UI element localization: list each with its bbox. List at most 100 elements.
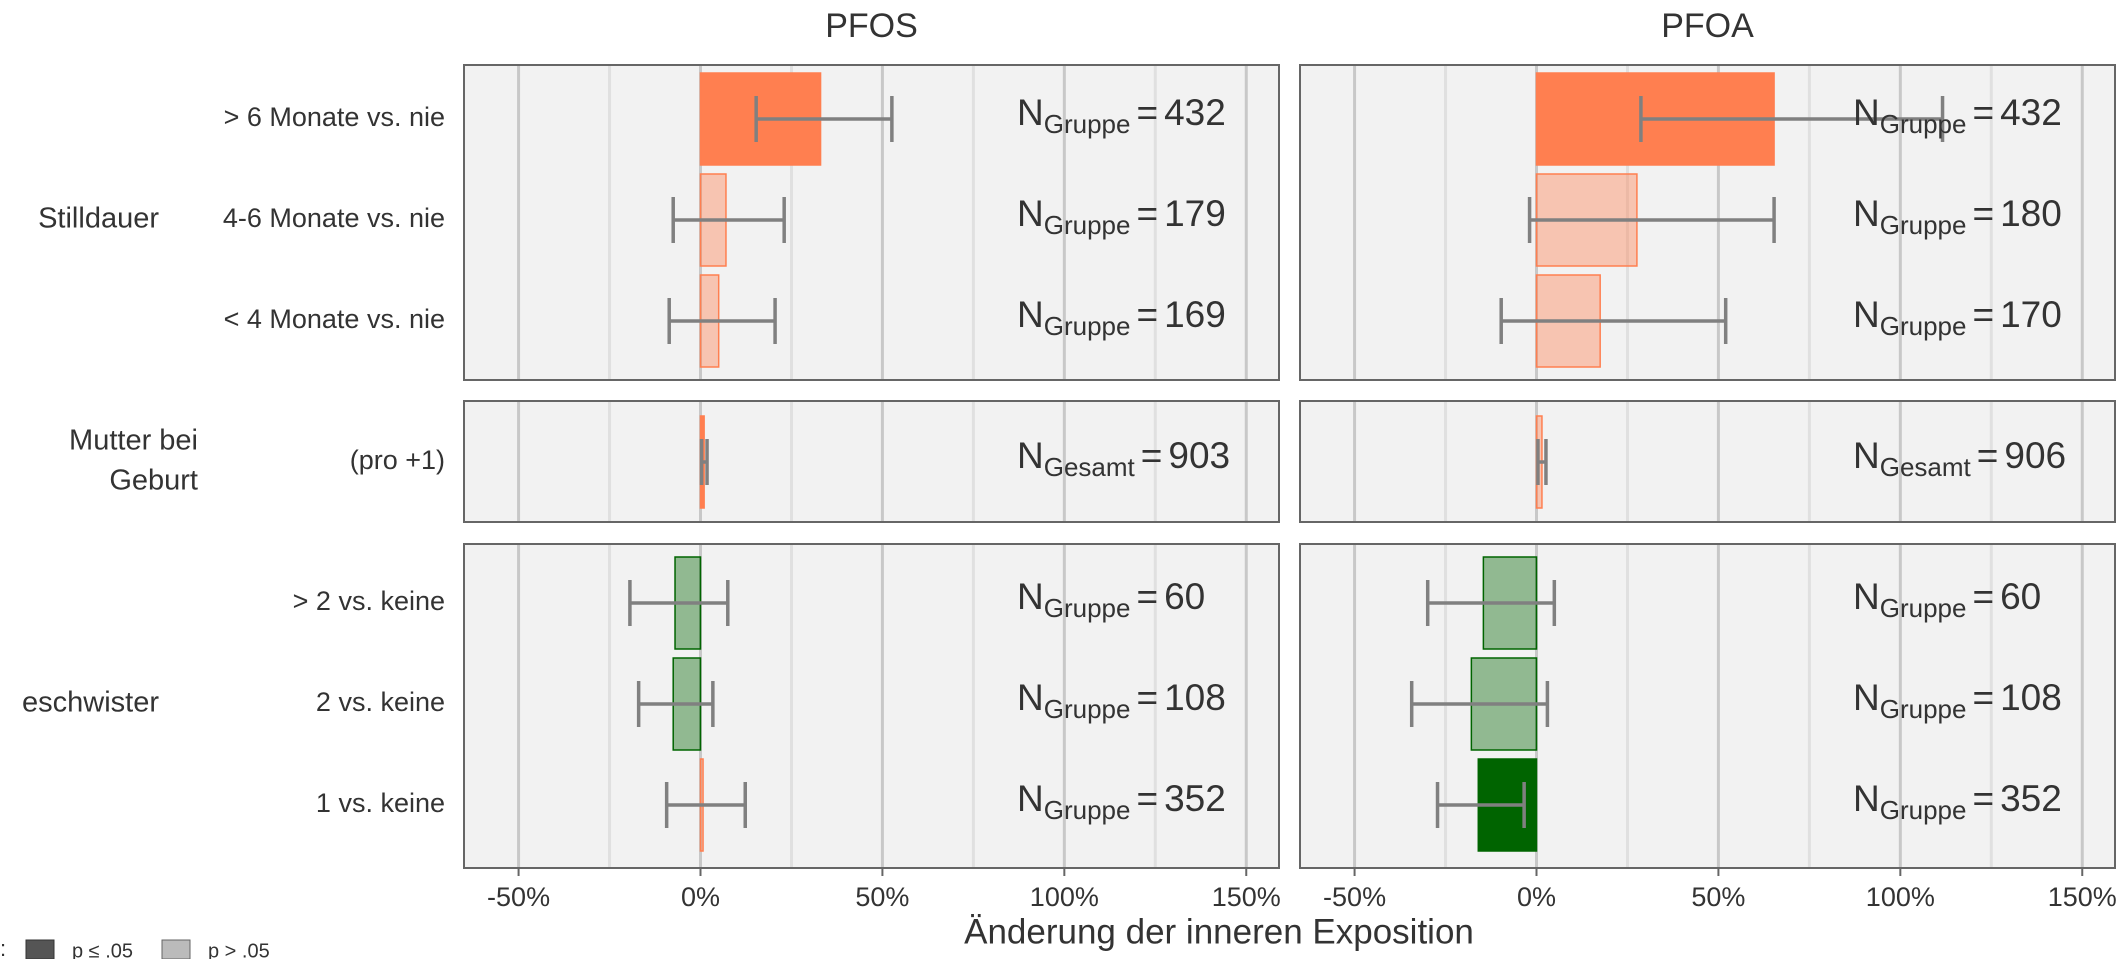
panel-title: PFOA bbox=[1661, 7, 1754, 45]
n-label: NGruppe = 180 bbox=[1853, 193, 2062, 240]
n-value: 903 bbox=[1168, 435, 1230, 476]
n-label: NGruppe = 352 bbox=[1853, 778, 2062, 825]
error-bar bbox=[671, 197, 786, 243]
n-value: 432 bbox=[1164, 92, 1226, 133]
group-label: Stilldauer bbox=[38, 203, 159, 235]
n-symbol: N bbox=[1853, 778, 1880, 819]
error-bar bbox=[699, 439, 709, 485]
panel-border bbox=[1299, 64, 2116, 381]
n-value: 906 bbox=[2004, 435, 2066, 476]
n-value: 108 bbox=[1164, 677, 1226, 718]
y-category-label: > 2 vs. keine bbox=[293, 586, 445, 616]
n-symbol: N bbox=[1017, 778, 1044, 819]
n-label: NGruppe = 432 bbox=[1853, 92, 2062, 139]
n-subscript: Gruppe bbox=[1880, 109, 1967, 139]
x-tick-label: 50% bbox=[855, 882, 909, 912]
n-equals: = bbox=[1136, 193, 1158, 234]
n-symbol: N bbox=[1017, 193, 1044, 234]
n-equals: = bbox=[1136, 677, 1158, 718]
n-symbol: N bbox=[1853, 677, 1880, 718]
n-subscript: Gruppe bbox=[1044, 311, 1131, 341]
n-symbol: N bbox=[1853, 193, 1880, 234]
n-label: NGruppe = 432 bbox=[1017, 92, 1226, 139]
n-value: 169 bbox=[1164, 294, 1226, 335]
panel-background bbox=[464, 544, 1279, 868]
y-category-label: 2 vs. keine bbox=[316, 687, 445, 717]
x-tick-label: -50% bbox=[487, 882, 550, 912]
x-tick-label: 50% bbox=[1691, 882, 1745, 912]
group-label: eschwister bbox=[22, 687, 159, 719]
x-tick-label: 150% bbox=[1212, 882, 1281, 912]
n-symbol: N bbox=[1853, 576, 1880, 617]
x-axis-title: Änderung der inneren Exposition bbox=[964, 912, 1474, 951]
n-subscript: Gruppe bbox=[1044, 593, 1131, 623]
n-symbol: N bbox=[1853, 294, 1880, 335]
n-equals: = bbox=[1972, 92, 1994, 133]
n-subscript: Gruppe bbox=[1880, 311, 1967, 341]
y-category-label: (pro +1) bbox=[350, 445, 445, 475]
n-value: 179 bbox=[1164, 193, 1226, 234]
panel-border bbox=[463, 64, 1280, 381]
n-label: NGesamt = 903 bbox=[1017, 435, 1230, 482]
x-tick-label: 0% bbox=[681, 882, 720, 912]
x-tick-label: 100% bbox=[1866, 882, 1935, 912]
x-tick-label: 150% bbox=[2048, 882, 2117, 912]
n-equals: = bbox=[1136, 576, 1158, 617]
n-subscript: Gesamt bbox=[1044, 452, 1136, 482]
n-label: NGruppe = 170 bbox=[1853, 294, 2062, 341]
n-symbol: N bbox=[1853, 92, 1880, 133]
panel-border bbox=[1299, 400, 2116, 523]
n-equals: = bbox=[1136, 778, 1158, 819]
n-subscript: Gruppe bbox=[1044, 109, 1131, 139]
legend-label: p ≤ .05 bbox=[72, 940, 133, 959]
n-label: NGruppe = 108 bbox=[1853, 677, 2062, 724]
n-value: 352 bbox=[2000, 778, 2062, 819]
error-bar bbox=[1435, 782, 1526, 828]
n-equals: = bbox=[1136, 92, 1158, 133]
n-symbol: N bbox=[1017, 576, 1044, 617]
n-label: NGruppe = 108 bbox=[1017, 677, 1226, 724]
error-bar bbox=[1425, 580, 1557, 626]
n-label: NGesamt = 906 bbox=[1853, 435, 2066, 482]
n-label: NGruppe = 60 bbox=[1017, 576, 1205, 623]
legend-swatch bbox=[25, 939, 55, 959]
n-value: 60 bbox=[2000, 576, 2041, 617]
panel-background bbox=[464, 401, 1279, 522]
y-category-label: < 4 Monate vs. nie bbox=[224, 304, 445, 334]
n-subscript: Gruppe bbox=[1880, 210, 1967, 240]
n-label: NGruppe = 179 bbox=[1017, 193, 1226, 240]
panel-border bbox=[463, 543, 1280, 869]
n-symbol: N bbox=[1017, 435, 1044, 476]
panel-border bbox=[1299, 543, 2116, 869]
n-subscript: Gruppe bbox=[1880, 694, 1967, 724]
panel-title: PFOS bbox=[825, 7, 918, 45]
n-symbol: N bbox=[1853, 435, 1880, 476]
panel-border bbox=[463, 400, 1280, 523]
n-subscript: Gruppe bbox=[1880, 593, 1967, 623]
n-value: 60 bbox=[1164, 576, 1205, 617]
n-subscript: Gesamt bbox=[1880, 452, 1972, 482]
legend-title: : bbox=[0, 936, 6, 959]
n-equals: = bbox=[1972, 677, 1994, 718]
x-tick-label: 100% bbox=[1030, 882, 1099, 912]
n-equals: = bbox=[1136, 294, 1158, 335]
error-bar bbox=[1536, 439, 1548, 485]
n-subscript: Gruppe bbox=[1044, 795, 1131, 825]
n-value: 108 bbox=[2000, 677, 2062, 718]
error-bar bbox=[754, 96, 894, 142]
legend-swatch bbox=[161, 939, 191, 959]
group-label: Geburt bbox=[109, 465, 198, 497]
n-subscript: Gruppe bbox=[1044, 210, 1131, 240]
n-label: NGruppe = 60 bbox=[1853, 576, 2041, 623]
n-equals: = bbox=[1972, 294, 1994, 335]
error-bar bbox=[1639, 96, 1945, 142]
y-category-label: 1 vs. keine bbox=[316, 788, 445, 818]
n-symbol: N bbox=[1017, 92, 1044, 133]
error-bar bbox=[1499, 298, 1728, 344]
error-bar bbox=[1527, 197, 1776, 243]
n-value: 170 bbox=[2000, 294, 2062, 335]
n-label: NGruppe = 169 bbox=[1017, 294, 1226, 341]
group-label: Mutter bei bbox=[69, 425, 198, 457]
y-category-label: > 6 Monate vs. nie bbox=[224, 102, 445, 132]
